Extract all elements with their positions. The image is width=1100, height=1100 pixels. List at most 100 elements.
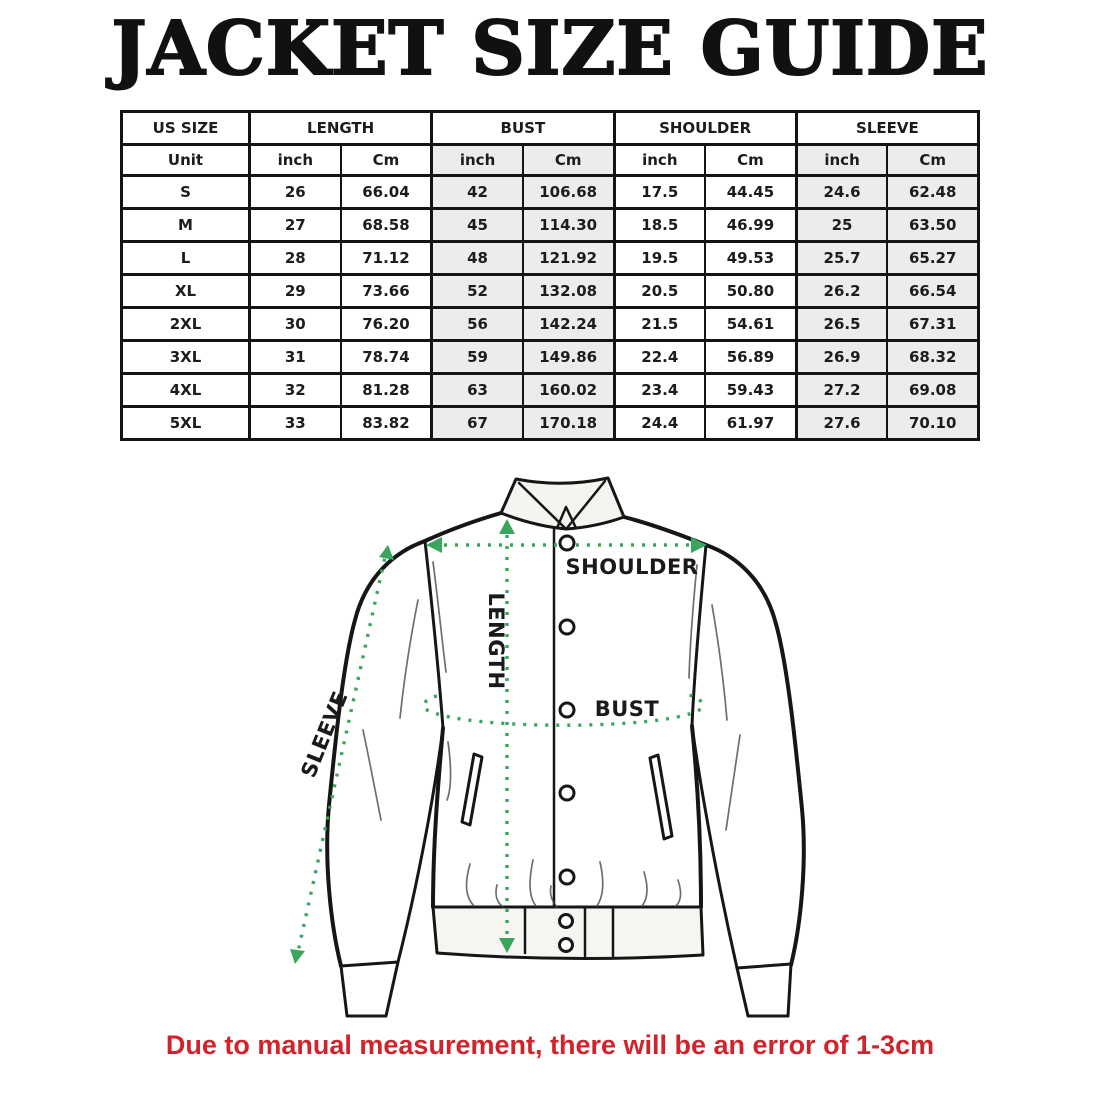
arrowhead-sleeve-top xyxy=(379,545,394,560)
size-label: 5XL xyxy=(120,405,251,441)
table-cell: 24.6 xyxy=(794,174,889,210)
table-cell: 24.4 xyxy=(612,405,707,441)
table-cell: 32 xyxy=(247,372,342,408)
table-cell: 26.5 xyxy=(794,306,889,342)
table-cell: 106.68 xyxy=(521,174,616,210)
table-cell: 27.6 xyxy=(794,405,889,441)
sleeve-measure-line xyxy=(294,547,389,962)
unit-header: inch xyxy=(612,143,707,177)
unit-header: Cm xyxy=(339,143,433,177)
unit-header: Cm xyxy=(886,143,980,177)
table-cell: 25.7 xyxy=(794,240,889,276)
table-cell: 18.5 xyxy=(612,207,707,243)
table-row-5xl: 5XL 33 83.82 67 170.18 24.4 61.97 27.6 7… xyxy=(120,405,980,441)
snap-button xyxy=(558,534,576,552)
unit-header: inch xyxy=(430,143,524,177)
size-label: 2XL xyxy=(120,306,251,342)
waistband xyxy=(431,905,705,961)
snap-button xyxy=(558,868,576,886)
table-cell: 27 xyxy=(247,207,342,243)
table-row-m: M 27 68.58 45 114.30 18.5 46.99 25 63.50 xyxy=(120,207,980,243)
table-cell: 170.18 xyxy=(521,405,616,441)
table-cell: 31 xyxy=(247,339,342,375)
right-cuff xyxy=(735,962,793,1018)
table-cell: 46.99 xyxy=(704,207,798,243)
table-cell: 65.27 xyxy=(886,240,980,276)
hem-gather-line xyxy=(641,871,648,907)
size-label: 3XL xyxy=(120,339,251,375)
column-group-length: LENGTH xyxy=(247,110,433,146)
size-label: S xyxy=(120,174,251,210)
size-label: L xyxy=(120,240,251,276)
table-cell: 26 xyxy=(247,174,342,210)
collar-fold-left xyxy=(517,481,567,530)
wrinkle-line xyxy=(432,561,447,673)
wrinkle-line xyxy=(446,741,452,801)
snap-button xyxy=(558,784,576,802)
table-cell: 62.48 xyxy=(886,174,980,210)
wrinkle-line xyxy=(399,599,419,719)
table-cell: 20.5 xyxy=(612,273,707,309)
snap-button xyxy=(558,618,576,636)
table-cell: 69.08 xyxy=(886,372,980,408)
table-cell: 44.45 xyxy=(704,174,798,210)
right-welt-pocket xyxy=(648,753,674,841)
collar-fill xyxy=(501,478,624,529)
table-cell: 71.12 xyxy=(339,240,433,276)
table-cell: 25 xyxy=(794,207,889,243)
table-cell: 27.2 xyxy=(794,372,889,408)
table-cell: 56.89 xyxy=(704,339,798,375)
table-cell: 73.66 xyxy=(339,273,433,309)
size-chart-table: US SIZE LENGTH BUST SHOULDER SLEEVE Unit… xyxy=(120,110,980,441)
left-welt-pocket xyxy=(460,752,484,827)
hem-gather-line xyxy=(529,859,537,907)
arrowhead-left xyxy=(426,537,442,553)
unit-header: Unit xyxy=(120,143,251,177)
table-cell: 17.5 xyxy=(612,174,707,210)
table-cell: 19.5 xyxy=(612,240,707,276)
hem-gather-line xyxy=(549,885,558,908)
wrinkle-line xyxy=(725,734,741,831)
size-label: XL xyxy=(120,273,251,309)
hem-gather-line xyxy=(465,863,475,907)
right-armhole-seam xyxy=(690,543,708,728)
table-row-l: L 28 71.12 48 121.92 19.5 49.53 25.7 65.… xyxy=(120,240,980,276)
table-cell: 26.9 xyxy=(794,339,889,375)
unit-header: Cm xyxy=(704,143,798,177)
hem-gather-line xyxy=(675,879,682,907)
table-cell: 68.58 xyxy=(339,207,433,243)
unit-header: Cm xyxy=(521,143,616,177)
right-sleeve-outer-edge xyxy=(704,543,806,967)
left-sleeve-outer-edge xyxy=(325,539,427,968)
table-cell: 70.10 xyxy=(886,405,980,441)
left-armhole-seam xyxy=(423,539,445,730)
table-cell: 114.30 xyxy=(521,207,616,243)
table-cell: 56 xyxy=(430,306,524,342)
snap-button xyxy=(558,701,576,719)
unit-header: inch xyxy=(794,143,889,177)
table-cell: 142.24 xyxy=(521,306,616,342)
shoulder-seam-left xyxy=(423,511,503,543)
size-label: 4XL xyxy=(120,372,251,408)
column-group-us-size: US SIZE xyxy=(120,110,251,146)
table-cell: 61.97 xyxy=(704,405,798,441)
table-cell: 63.50 xyxy=(886,207,980,243)
table-cell: 66.04 xyxy=(339,174,433,210)
table-row-s: S 26 66.04 42 106.68 17.5 44.45 24.6 62.… xyxy=(120,174,980,210)
unit-header: inch xyxy=(247,143,342,177)
collar-inner-notch xyxy=(555,505,578,530)
body-side-right xyxy=(690,724,703,909)
table-cell: 48 xyxy=(430,240,524,276)
table-cell: 42 xyxy=(430,174,524,210)
shoulder-label: SHOULDER xyxy=(566,555,699,579)
table-row-4xl: 4XL 32 81.28 63 160.02 23.4 59.43 27.2 6… xyxy=(120,372,980,408)
measurement-note: Due to manual measurement, there will be… xyxy=(165,1030,935,1060)
table-unit-row: Unit inch Cm inch Cm inch Cm inch Cm xyxy=(120,143,980,177)
table-cell: 21.5 xyxy=(612,306,707,342)
table-cell: 121.92 xyxy=(521,240,616,276)
table-cell: 76.20 xyxy=(339,306,433,342)
table-cell: 22.4 xyxy=(612,339,707,375)
table-cell: 132.08 xyxy=(521,273,616,309)
table-group-header-row: US SIZE LENGTH BUST SHOULDER SLEEVE xyxy=(120,110,980,146)
